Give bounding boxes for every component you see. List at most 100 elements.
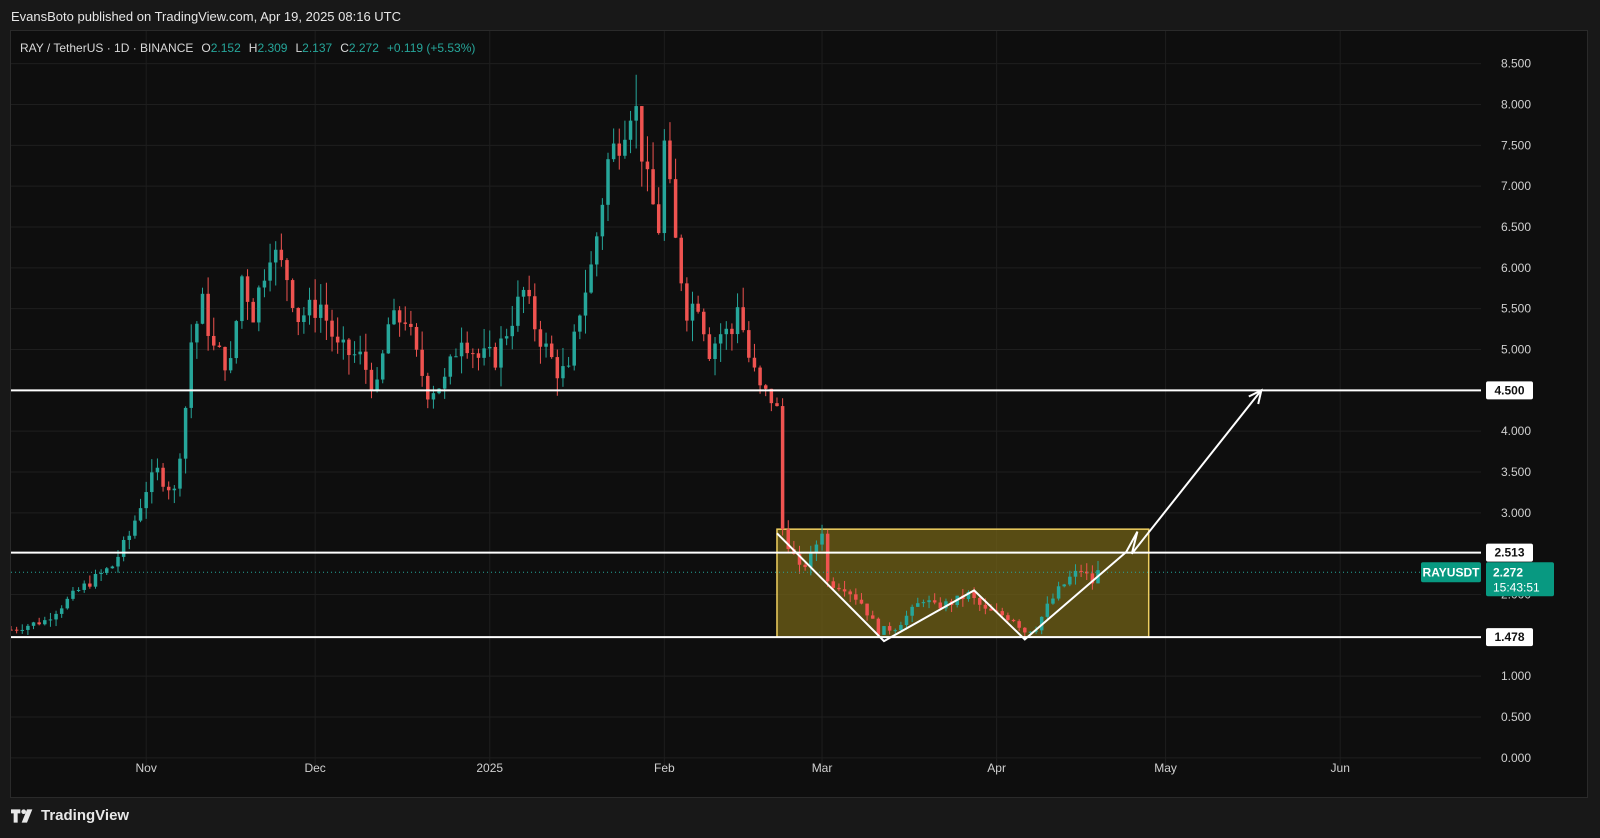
candle-body bbox=[403, 322, 407, 324]
candle-body bbox=[88, 583, 92, 587]
candle-body bbox=[178, 458, 182, 489]
candle-body bbox=[1085, 571, 1089, 574]
candle-body bbox=[718, 334, 723, 344]
brand-name: TradingView bbox=[41, 807, 130, 824]
candle-body bbox=[927, 600, 931, 603]
candle-body bbox=[426, 375, 430, 400]
candle-body bbox=[76, 589, 81, 591]
candle-body bbox=[352, 354, 357, 356]
x-tick-label: Mar bbox=[812, 761, 833, 775]
low-label: L bbox=[295, 41, 302, 55]
candle-body bbox=[37, 622, 41, 625]
candle-body bbox=[673, 179, 678, 238]
candle-body bbox=[347, 339, 351, 356]
candle-body bbox=[330, 320, 334, 337]
candle-body bbox=[656, 204, 661, 234]
candle-body bbox=[414, 326, 419, 350]
open-value: 2.152 bbox=[211, 41, 241, 55]
y-tick-label: 3.000 bbox=[1501, 506, 1531, 520]
candle-body bbox=[206, 293, 210, 336]
candle-body bbox=[572, 331, 576, 366]
candle-body bbox=[307, 299, 312, 316]
candle-body bbox=[296, 307, 300, 323]
candle-body bbox=[234, 321, 239, 359]
candle-body bbox=[803, 564, 807, 568]
candle-body bbox=[713, 343, 717, 359]
candle-body bbox=[983, 604, 988, 609]
level-price-text: 1.478 bbox=[1494, 630, 1524, 644]
y-tick-label: 5.500 bbox=[1501, 302, 1531, 316]
chart-panel[interactable]: 8.500 8.000 7.500 7.000 6.500 6.000 5.500 5.000… bbox=[10, 30, 1588, 798]
candle-body bbox=[150, 472, 154, 493]
candle-body bbox=[223, 346, 227, 371]
y-tick-label: 6.000 bbox=[1501, 261, 1531, 275]
candle-body bbox=[786, 529, 790, 550]
price-chart[interactable]: 8.500 8.000 7.500 7.000 6.500 6.000 5.500 5.000… bbox=[11, 31, 1587, 797]
candle-body bbox=[910, 606, 914, 616]
candle-body bbox=[1045, 603, 1050, 617]
projection-path bbox=[776, 389, 1263, 643]
candle-body bbox=[195, 323, 199, 343]
candle-body bbox=[20, 629, 25, 631]
candle-body bbox=[324, 304, 329, 321]
candle-body bbox=[820, 533, 824, 545]
y-tick-label: 0.000 bbox=[1501, 751, 1531, 765]
candle-body bbox=[854, 594, 858, 600]
y-tick-label: 7.000 bbox=[1501, 179, 1531, 193]
close-value: 2.272 bbox=[349, 41, 379, 55]
candle-body bbox=[1079, 570, 1083, 572]
candle-body bbox=[476, 353, 481, 358]
candle-body bbox=[578, 315, 582, 332]
candle-body bbox=[595, 236, 599, 265]
candle-body bbox=[442, 376, 447, 389]
candle-body bbox=[1023, 627, 1027, 633]
candle-body bbox=[65, 598, 70, 609]
candle-body bbox=[482, 348, 486, 358]
grid bbox=[11, 31, 1481, 766]
low-value: 2.137 bbox=[302, 41, 332, 55]
candle-body bbox=[527, 289, 531, 297]
candle-body bbox=[932, 600, 937, 603]
candle-body bbox=[752, 357, 757, 368]
candle-body bbox=[392, 310, 396, 325]
candle-body bbox=[724, 328, 729, 335]
candle-body bbox=[938, 602, 943, 609]
candle-body bbox=[448, 356, 453, 377]
candle-body bbox=[893, 630, 897, 632]
candle-body bbox=[127, 535, 132, 540]
candle-body bbox=[533, 296, 537, 330]
candle-body bbox=[200, 293, 205, 324]
candle-body bbox=[1090, 573, 1095, 584]
symbol-tag bbox=[1421, 562, 1481, 583]
candle-body bbox=[279, 249, 284, 261]
candle-body bbox=[640, 106, 644, 162]
candle-body bbox=[189, 342, 193, 408]
candle-body bbox=[516, 296, 520, 326]
level-price-text: 4.500 bbox=[1494, 383, 1524, 397]
candle-body bbox=[628, 120, 633, 140]
candle-body bbox=[228, 358, 233, 371]
candle-body bbox=[921, 602, 926, 604]
candle-body bbox=[459, 342, 464, 357]
x-tick-label: Feb bbox=[654, 761, 675, 775]
candle-body bbox=[521, 289, 526, 297]
candle-body bbox=[335, 336, 340, 343]
candle-body bbox=[380, 353, 385, 380]
brand-footer[interactable]: TradingView bbox=[11, 807, 129, 824]
candle-body bbox=[48, 619, 53, 621]
candle-body bbox=[904, 615, 909, 626]
candle-body bbox=[555, 357, 560, 379]
x-tick-label: Nov bbox=[136, 761, 157, 775]
candle-body bbox=[690, 303, 695, 321]
candle-body bbox=[245, 276, 250, 302]
candle-body bbox=[172, 488, 177, 491]
y-tick-label: 6.500 bbox=[1501, 220, 1531, 234]
ohlc-values: O2.152 H2.309 L2.137 C2.272 +0.119 (+5.53%) bbox=[201, 41, 475, 55]
candle-body bbox=[105, 568, 109, 573]
candle-body bbox=[758, 367, 762, 386]
candle-body bbox=[471, 353, 475, 355]
candle-body bbox=[499, 338, 503, 368]
candle-body bbox=[600, 204, 605, 237]
x-tick-label: Apr bbox=[987, 761, 1006, 775]
candle-body bbox=[944, 601, 948, 609]
